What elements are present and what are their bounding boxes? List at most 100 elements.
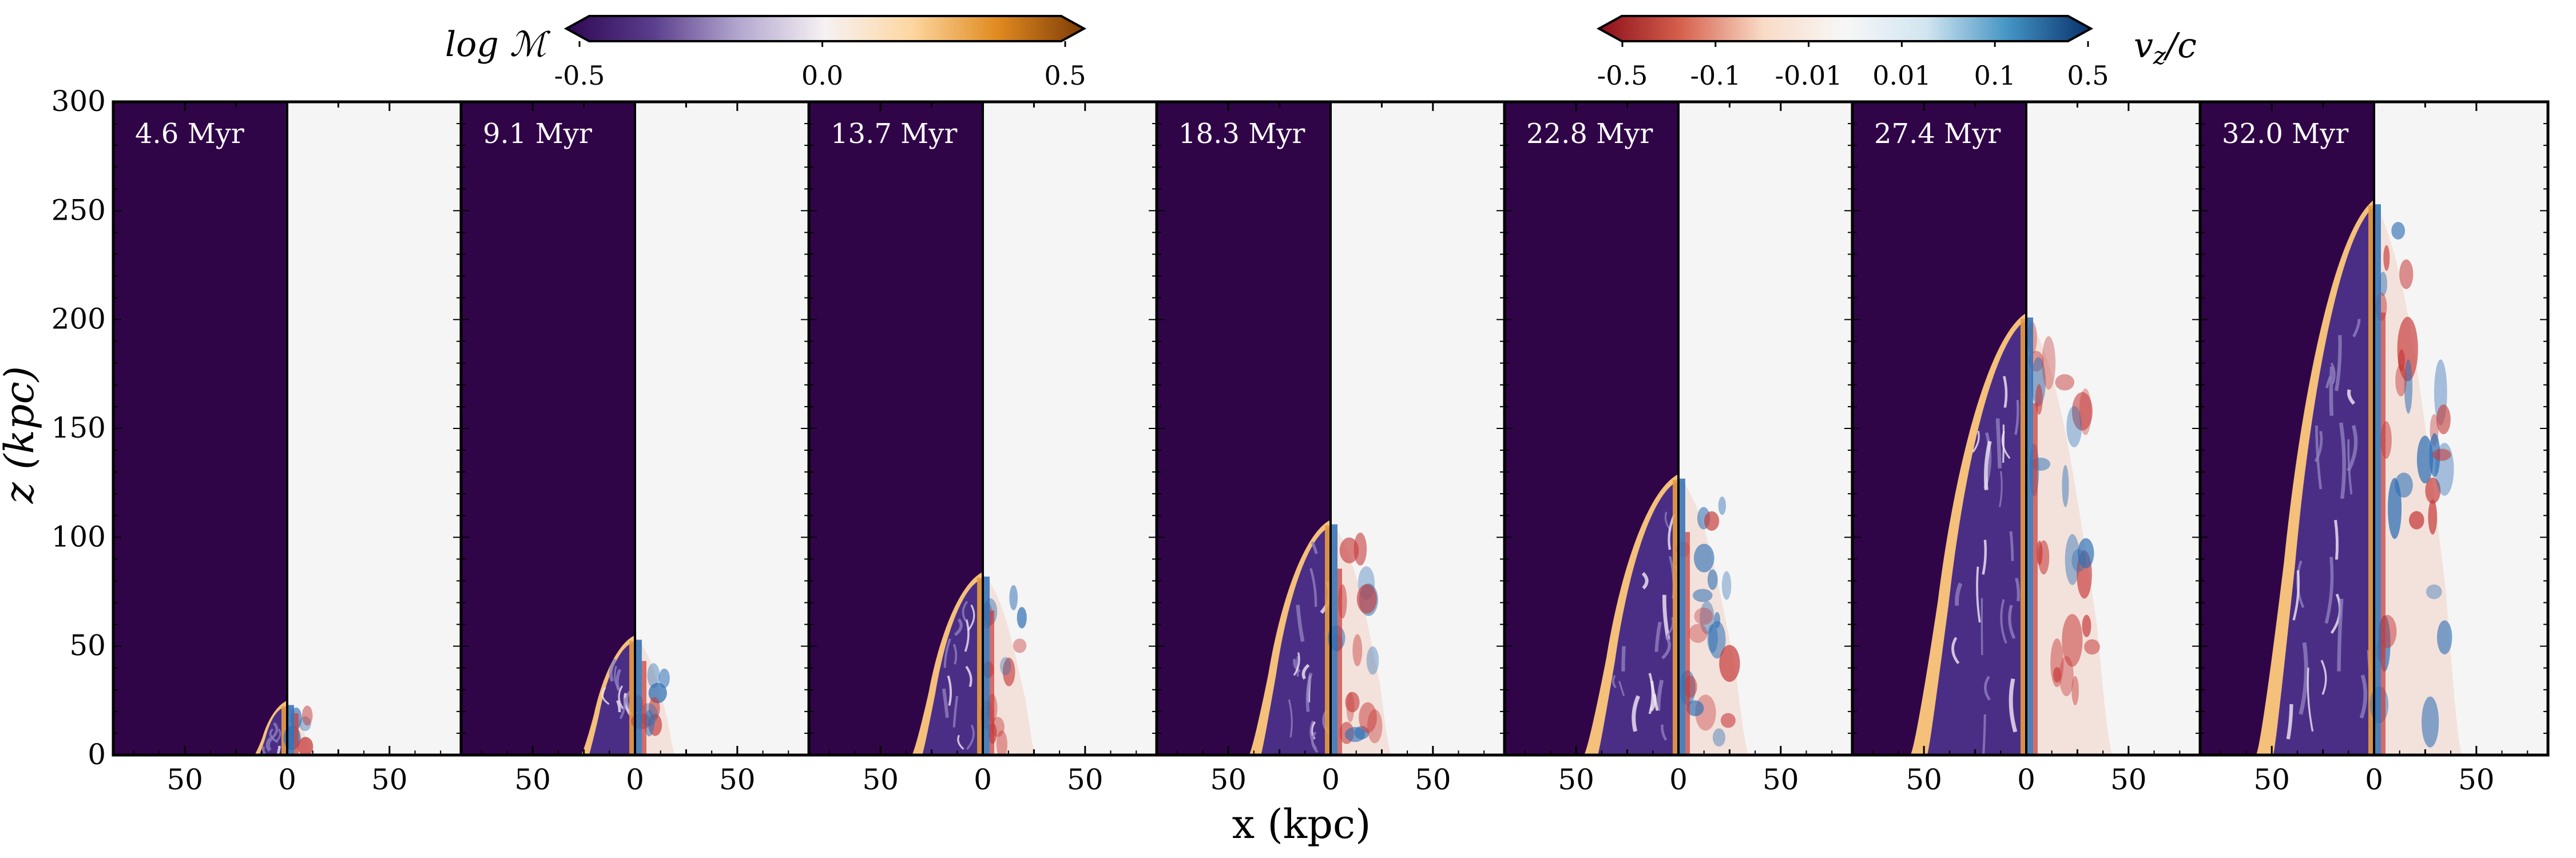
turbulence-streak	[601, 686, 610, 705]
panel-time-label: 32.0 Myr	[2222, 118, 2348, 150]
jet-spine	[629, 641, 634, 755]
velocity-blob	[1712, 728, 1726, 747]
velocity-blob	[1694, 607, 1713, 625]
y-tick-label: 150	[51, 411, 106, 444]
velocity-lobe	[1331, 522, 1392, 755]
velocity-blob	[1719, 645, 1740, 682]
turbulence-streak	[952, 644, 958, 665]
turbulence-streak	[2292, 570, 2300, 621]
turbulence-streak	[1311, 541, 1318, 554]
velocity-blob	[1721, 571, 1732, 600]
velocity-blob	[2059, 656, 2074, 697]
velocity-half-background	[287, 102, 461, 755]
turbulence-streak	[1955, 582, 1963, 606]
turbulence-streak	[1666, 617, 1674, 637]
turbulence-streak	[2009, 678, 2018, 733]
jet-spine-velocity	[2027, 317, 2033, 755]
turbulence-streak	[1649, 693, 1657, 712]
turbulence-streak	[2307, 668, 2314, 732]
turbulence-streak	[2324, 557, 2334, 624]
turbulence-streak	[962, 601, 969, 622]
velocity-blob	[1700, 601, 1714, 635]
mach-half-background	[113, 102, 287, 755]
backflow-velocity	[2033, 403, 2038, 755]
jet-spine	[1673, 479, 1677, 755]
turbulence-streak	[952, 696, 959, 728]
velocity-blob	[1704, 511, 1720, 531]
turbulence-streak	[1661, 724, 1668, 741]
velocity-colorbar-tick-label: -0.01	[1775, 60, 1843, 91]
x-tick-label: 50	[1415, 763, 1451, 796]
x-tick-label: 50	[166, 763, 203, 796]
y-tick-label: 50	[69, 629, 106, 662]
velocity-blob	[2037, 541, 2043, 566]
velocity-blob	[2084, 639, 2100, 655]
turbulence-streak	[1288, 699, 1293, 738]
velocity-blob	[2062, 614, 2083, 667]
velocity-blob	[1002, 657, 1015, 686]
jet-spine-velocity	[636, 639, 642, 755]
x-tick-label: 0	[1669, 763, 1688, 796]
turbulence-streak	[2003, 376, 2008, 408]
velocity-blob	[999, 657, 1011, 676]
velocity-blob	[1017, 607, 1027, 629]
turbulence-streak	[1984, 676, 1991, 701]
velocity-blob	[2409, 511, 2424, 530]
velocity-blob	[2404, 359, 2413, 414]
velocity-blob	[2397, 316, 2418, 382]
cocoon-region	[1597, 480, 1678, 755]
velocity-colorbar-tick-label: 0.01	[1872, 60, 1931, 91]
turbulence-streak	[265, 737, 273, 752]
turbulence-streak	[2014, 400, 2019, 435]
mach-colorbar-bar	[563, 15, 1087, 42]
mach-colorbar-tick-label: -0.5	[554, 60, 605, 91]
mach-colorbar-tick-label: 0.0	[801, 60, 843, 91]
x-tick-label: 50	[2253, 763, 2290, 796]
velocity-lobe	[2374, 202, 2463, 755]
turbulence-streak	[957, 734, 964, 750]
velocity-blob	[2053, 667, 2061, 683]
velocity-colorbar-tick-label: -0.5	[1597, 60, 1648, 91]
backflow-velocity	[642, 661, 646, 755]
x-tick-label: 50	[371, 763, 408, 796]
velocity-blob	[2050, 638, 2064, 688]
turbulence-streak	[1995, 418, 2002, 468]
turbulence-streak	[276, 728, 281, 742]
turbulence-streak	[2015, 578, 2021, 602]
panel-time-label: 22.8 Myr	[1526, 118, 1653, 150]
backflow-velocity	[2381, 312, 2386, 755]
turbulence-streak	[2352, 319, 2361, 337]
turbulence-streak	[1641, 572, 1649, 590]
turbulence-streak	[2335, 335, 2342, 391]
simulation-panel: 22.8 Myr 50 0 50	[1503, 100, 1854, 796]
velocity-blob	[301, 705, 313, 726]
turbulence-streak	[947, 675, 952, 706]
velocity-blob	[1708, 621, 1726, 659]
turbulence-streak	[1621, 646, 1626, 672]
jet-spine-velocity	[984, 577, 990, 755]
jet-spine	[2368, 205, 2373, 755]
turbulence-streak	[2286, 704, 2293, 740]
turbulence-streak	[1972, 430, 1980, 453]
turbulence-streak	[1296, 605, 1305, 642]
x-axis-label: x (kpc)	[1232, 801, 1371, 848]
panel-time-label: 9.1 Myr	[483, 118, 592, 150]
x-tick-label: 0	[2017, 763, 2035, 796]
velocity-blob	[1714, 612, 1721, 629]
velocity-blob	[2042, 336, 2056, 390]
simulation-panel: 32.0 Myr 50 0 50	[2198, 100, 2550, 796]
turbulence-streak	[619, 697, 626, 720]
turbulence-streak	[1984, 440, 1992, 491]
turbulence-streak	[2320, 660, 2327, 695]
turbulence-streak	[2347, 424, 2358, 472]
turbulence-streak	[1612, 674, 1617, 689]
y-tick-label: 100	[51, 520, 106, 553]
turbulence-streak	[1618, 681, 1625, 697]
mach-colorbar: log ℳ -0.5 0.0 0.5	[445, 15, 1087, 91]
turbulence-streak	[1301, 664, 1310, 680]
simulation-panel: 13.7 Myr 50 0 50	[807, 100, 1158, 796]
velocity-blob	[1013, 638, 1027, 653]
velocity-blob	[2395, 472, 2413, 498]
